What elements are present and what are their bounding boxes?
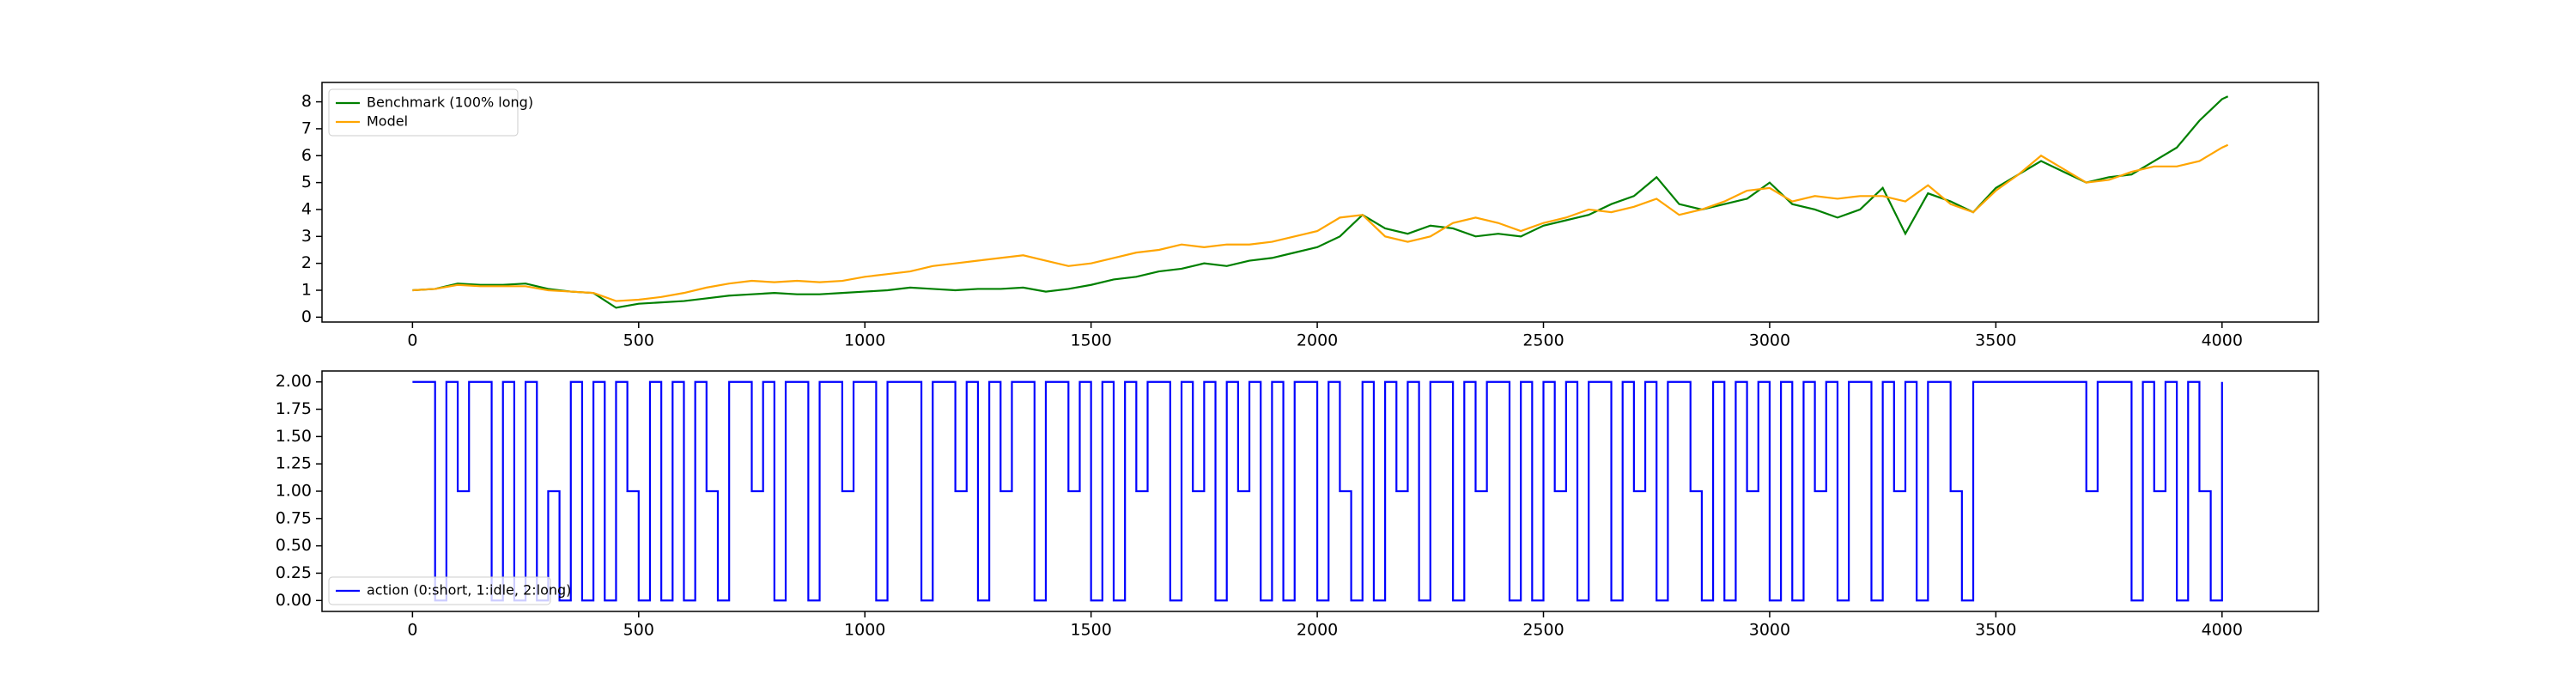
y-tick-label: 0.25	[276, 563, 312, 582]
y-tick-label: 7	[301, 119, 312, 137]
legend-box	[328, 576, 551, 605]
x-tick-label: 2500	[1522, 331, 1564, 350]
y-tick-label: 5	[301, 173, 312, 192]
series-line	[412, 380, 2223, 602]
legend: action (0:short, 1:idle, 2:long)	[328, 576, 571, 605]
x-tick-label: 3000	[1749, 621, 1790, 640]
x-tick-label: 3500	[1975, 621, 2016, 640]
series-line	[412, 95, 2229, 309]
y-tick-label: 3	[301, 227, 312, 246]
axes-frame	[321, 82, 2319, 323]
x-tick-label: 2500	[1522, 621, 1564, 640]
y-tick-label: 0	[301, 307, 312, 326]
y-tick-label: 6	[301, 146, 312, 165]
x-tick-label: 1500	[1070, 331, 1111, 350]
legend-label: Model	[367, 113, 408, 130]
y-tick-label: 4	[301, 199, 312, 218]
legend-label: action (0:short, 1:idle, 2:long)	[367, 582, 571, 599]
y-tick-label: 0.00	[276, 591, 312, 610]
x-tick-label: 4000	[2202, 331, 2243, 350]
x-tick-label: 3500	[1975, 331, 2016, 350]
x-tick-label: 4000	[2202, 621, 2243, 640]
x-tick-label: 0	[407, 331, 417, 350]
y-tick-label: 2	[301, 253, 312, 272]
x-tick-label: 3000	[1749, 331, 1790, 350]
y-tick-label: 8	[301, 92, 312, 111]
legend-label: Benchmark (100% long)	[367, 94, 533, 111]
x-tick-label: 1000	[844, 331, 885, 350]
legend-box	[328, 88, 519, 137]
y-tick-label: 1	[301, 281, 312, 300]
y-tick-label: 1.25	[276, 454, 312, 473]
subplot: 0 500 1000 1500 2000 2500 3000 3500 4000 0.00 0.25…	[276, 370, 2319, 640]
y-tick-label: 0.75	[276, 508, 312, 527]
x-tick-label: 500	[623, 331, 654, 350]
legend: Benchmark (100% long) Model	[328, 88, 533, 137]
series-line	[412, 143, 2229, 302]
x-tick-label: 0	[407, 621, 417, 640]
x-tick-label: 1500	[1070, 621, 1111, 640]
subplot: 0 500 1000 1500 2000 2500 3000 3500 4000 0 1 2 3 4 5 6 7…	[301, 82, 2319, 350]
axes-frame	[321, 370, 2319, 612]
x-tick-label: 2000	[1297, 331, 1338, 350]
y-tick-label: 0.50	[276, 536, 312, 555]
x-tick-label: 500	[623, 621, 654, 640]
y-tick-label: 2.00	[276, 372, 312, 391]
y-tick-label: 1.75	[276, 399, 312, 418]
x-tick-label: 2000	[1297, 621, 1338, 640]
y-tick-label: 1.50	[276, 427, 312, 446]
y-tick-label: 1.00	[276, 482, 312, 501]
x-tick-label: 1000	[844, 621, 885, 640]
